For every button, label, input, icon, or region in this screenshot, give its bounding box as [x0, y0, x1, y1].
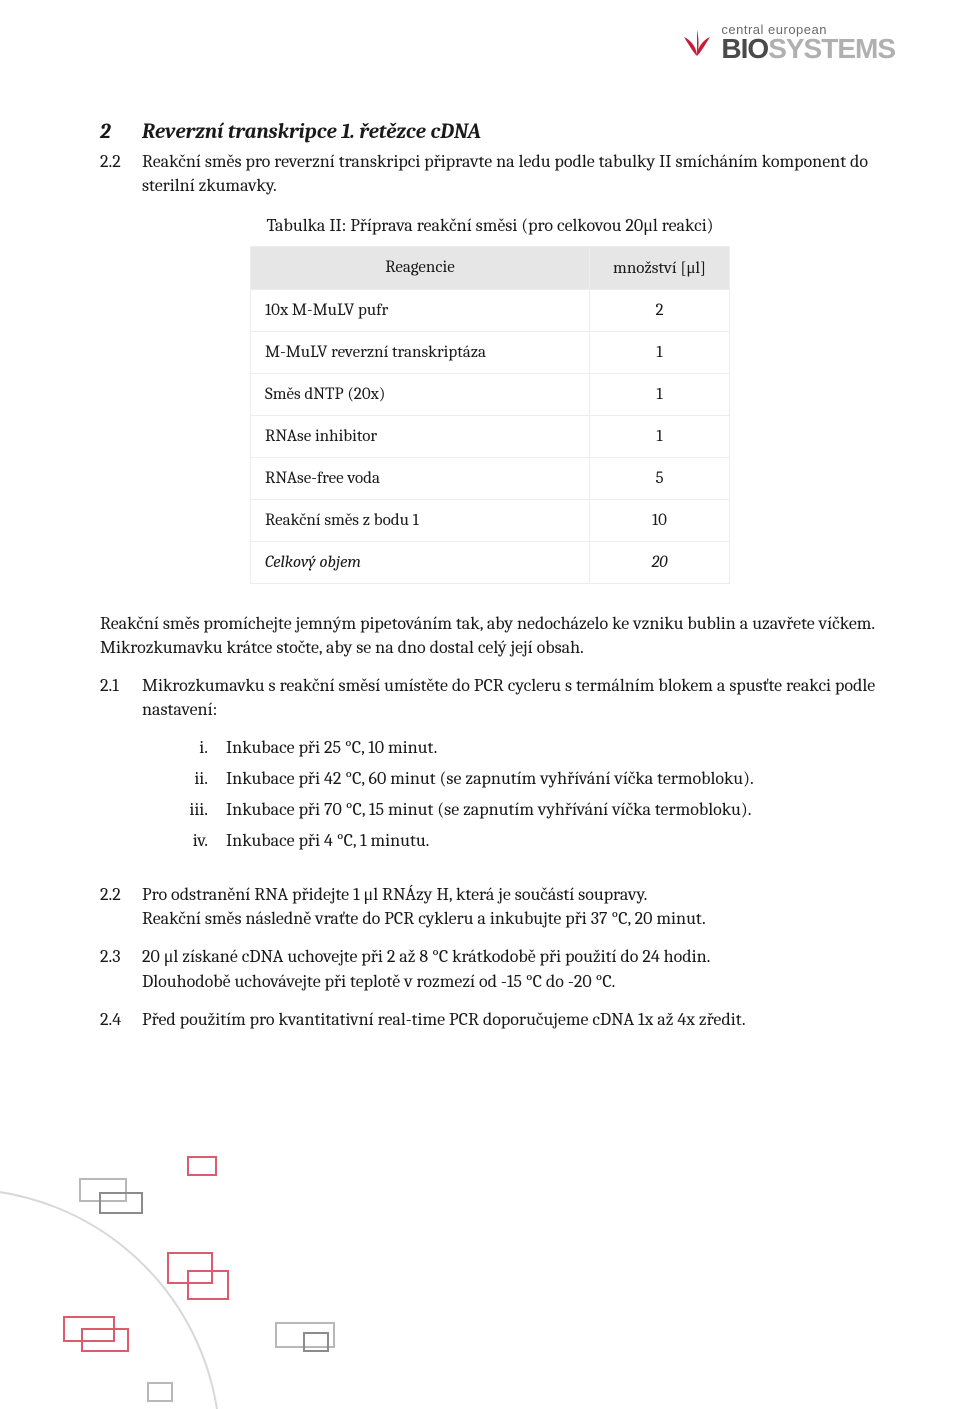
section-number: 2	[100, 120, 142, 144]
table-cell-value: 1	[590, 373, 730, 415]
table-cell-label: 10x M-MuLV pufr	[251, 289, 590, 331]
step-number: 2.3	[100, 945, 142, 994]
paragraph-2-2: 2.2 Pro odstranění RNA přidejte 1 μl RNÁ…	[100, 883, 880, 932]
step-text: Pro odstranění RNA přidejte 1 μl RNÁzy H…	[142, 883, 880, 932]
list-item: i.Inkubace při 25 °C, 10 minut.	[180, 737, 880, 758]
list-item-text: Inkubace při 25 °C, 10 minut.	[226, 737, 880, 758]
table-cell-label: Směs dNTP (20x)	[251, 373, 590, 415]
table-header: množství [μl]	[590, 246, 730, 289]
paragraph-2-3: 2.3 20 μl získané cDNA uchovejte při 2 a…	[100, 945, 880, 994]
table-row: M-MuLV reverzní transkriptáza1	[251, 331, 730, 373]
list-item: ii.Inkubace při 42 °C, 60 minut (se zapn…	[180, 768, 880, 789]
logo-leaf-icon	[679, 28, 715, 63]
list-item: iv.Inkubace při 4 °C, 1 minutu.	[180, 830, 880, 851]
step-text: 20 μl získané cDNA uchovejte při 2 až 8 …	[142, 945, 880, 994]
step-text: Mikrozkumavku s reakční směsí umístěte d…	[142, 674, 880, 723]
list-item-text: Inkubace při 42 °C, 60 minut (se zapnutí…	[226, 768, 880, 789]
roman-numeral: ii.	[180, 768, 226, 789]
step-number: 2.2	[100, 883, 142, 932]
step-number: 2.4	[100, 1008, 142, 1032]
table-cell-value: 5	[590, 457, 730, 499]
paragraph-2-2-intro: 2.2 Reakční směs pro reverzní transkripc…	[100, 150, 880, 199]
table-row: Směs dNTP (20x)1	[251, 373, 730, 415]
table-cell-label: RNAse inhibitor	[251, 415, 590, 457]
paragraph-2-4: 2.4 Před použitím pro kvantitativní real…	[100, 1008, 880, 1032]
roman-list: i.Inkubace při 25 °C, 10 minut.ii.Inkuba…	[180, 737, 880, 851]
table-caption: Tabulka II: Příprava reakční směsi (pro …	[100, 215, 880, 236]
list-item: iii.Inkubace při 70 °C, 15 minut (se zap…	[180, 799, 880, 820]
logo-wordmark: BIOSYSTEMS	[721, 35, 895, 63]
roman-numeral: iv.	[180, 830, 226, 851]
step-text: Reakční směs pro reverzní transkripci př…	[142, 150, 880, 199]
roman-numeral: iii.	[180, 799, 226, 820]
list-item-text: Inkubace při 70 °C, 15 minut (se zapnutí…	[226, 799, 880, 820]
section-title: Reverzní transkripce 1. řetězce cDNA	[142, 120, 481, 144]
table-cell-label: Celkový objem	[251, 541, 590, 583]
after-table-paragraph: Reakční směs promíchejte jemným pipetová…	[100, 612, 880, 661]
table-cell-label: M-MuLV reverzní transkriptáza	[251, 331, 590, 373]
list-item-text: Inkubace při 4 °C, 1 minutu.	[226, 830, 880, 851]
table-row: RNAse-free voda5	[251, 457, 730, 499]
step-text: Před použitím pro kvantitativní real-tim…	[142, 1008, 880, 1032]
table-row: Celkový objem20	[251, 541, 730, 583]
table-cell-label: Reakční směs z bodu 1	[251, 499, 590, 541]
roman-numeral: i.	[180, 737, 226, 758]
logo: central european BIOSYSTEMS	[679, 22, 895, 63]
table-row: 10x M-MuLV pufr2	[251, 289, 730, 331]
table-header: Reagencie	[251, 246, 590, 289]
table-row: Reakční směs z bodu 110	[251, 499, 730, 541]
table-cell-value: 1	[590, 331, 730, 373]
paragraph-2-1: 2.1 Mikrozkumavku s reakční směsí umístě…	[100, 674, 880, 723]
reagent-table: Reagencie množství [μl] 10x M-MuLV pufr2…	[250, 246, 730, 584]
table-cell-value: 20	[590, 541, 730, 583]
table-cell-value: 1	[590, 415, 730, 457]
table-cell-label: RNAse-free voda	[251, 457, 590, 499]
step-number: 2.2	[100, 150, 142, 199]
step-number: 2.1	[100, 674, 142, 723]
table-cell-value: 2	[590, 289, 730, 331]
section-heading: 2Reverzní transkripce 1. řetězce cDNA	[100, 120, 880, 144]
footer-decoration	[0, 1149, 400, 1409]
table-cell-value: 10	[590, 499, 730, 541]
table-row: RNAse inhibitor1	[251, 415, 730, 457]
